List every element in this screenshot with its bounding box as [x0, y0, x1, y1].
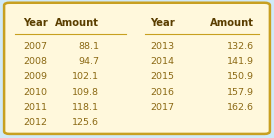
Text: 2012: 2012	[23, 118, 47, 127]
Text: 2013: 2013	[150, 42, 175, 51]
Text: 162.6: 162.6	[227, 103, 254, 112]
Text: 2014: 2014	[150, 57, 175, 66]
Text: 2015: 2015	[150, 72, 175, 81]
Text: 2008: 2008	[23, 57, 47, 66]
FancyBboxPatch shape	[4, 3, 270, 134]
Text: Year: Year	[150, 18, 175, 28]
Text: 102.1: 102.1	[72, 72, 99, 81]
Text: Amount: Amount	[55, 18, 99, 28]
Text: 2009: 2009	[23, 72, 47, 81]
Text: 150.9: 150.9	[227, 72, 254, 81]
Text: 125.6: 125.6	[72, 118, 99, 127]
Text: 141.9: 141.9	[227, 57, 254, 66]
Text: 2011: 2011	[23, 103, 47, 112]
Text: 118.1: 118.1	[72, 103, 99, 112]
Text: 109.8: 109.8	[72, 88, 99, 97]
Text: Amount: Amount	[210, 18, 254, 28]
Text: 2007: 2007	[23, 42, 47, 51]
Text: 94.7: 94.7	[78, 57, 99, 66]
Text: 157.9: 157.9	[227, 88, 254, 97]
Text: 132.6: 132.6	[227, 42, 254, 51]
Text: 2016: 2016	[150, 88, 175, 97]
Text: 2010: 2010	[23, 88, 47, 97]
Text: 2017: 2017	[150, 103, 175, 112]
Text: 88.1: 88.1	[78, 42, 99, 51]
Text: Year: Year	[23, 18, 48, 28]
